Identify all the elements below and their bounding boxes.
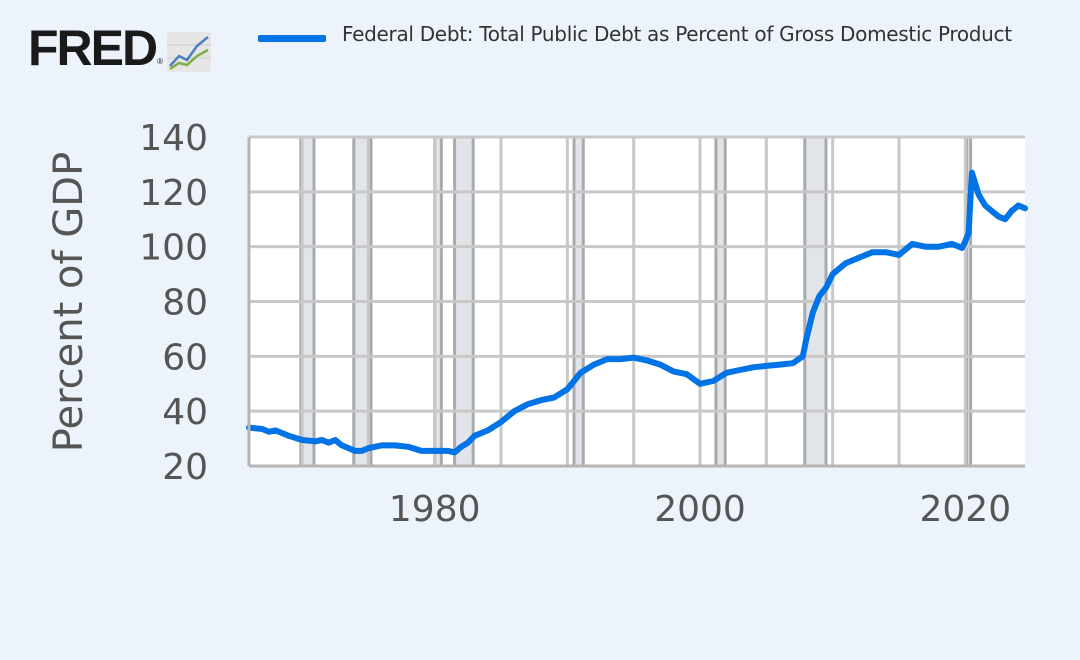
legend-swatch [258, 34, 326, 42]
y-tick-label-60: 60 [162, 337, 208, 378]
y-tick-label-20: 20 [162, 447, 208, 488]
gridlines [249, 135, 1025, 468]
x-tick-label-1980: 1980 [389, 489, 481, 530]
x-tick-label-2020: 2020 [919, 489, 1011, 530]
y-tick-label-40: 40 [162, 392, 208, 433]
line-chart-icon [167, 32, 212, 72]
x-tick-label-2000: 2000 [654, 489, 746, 530]
series-layer [246, 169, 1028, 456]
registered-mark: ® [157, 57, 164, 66]
y-tick-label-140: 140 [139, 118, 208, 159]
fred-logo-text: FRED [28, 20, 158, 76]
legend-label: Federal Debt: Total Public Debt as Perce… [342, 22, 1012, 46]
series-line-federal-debt [246, 169, 1028, 456]
fred-logo[interactable]: FRED ® [28, 20, 212, 76]
y-tick-label-120: 120 [139, 173, 208, 214]
chart-legend: Federal Debt: Total Public Debt as Perce… [258, 22, 1012, 46]
y-axis-title: Percent of GDP [46, 152, 92, 452]
y-tick-label-100: 100 [139, 228, 208, 269]
y-tick-label-80: 80 [162, 283, 208, 324]
axes: 20 40 60 80 100 120 140 1980 2000 2020 [139, 118, 1025, 530]
